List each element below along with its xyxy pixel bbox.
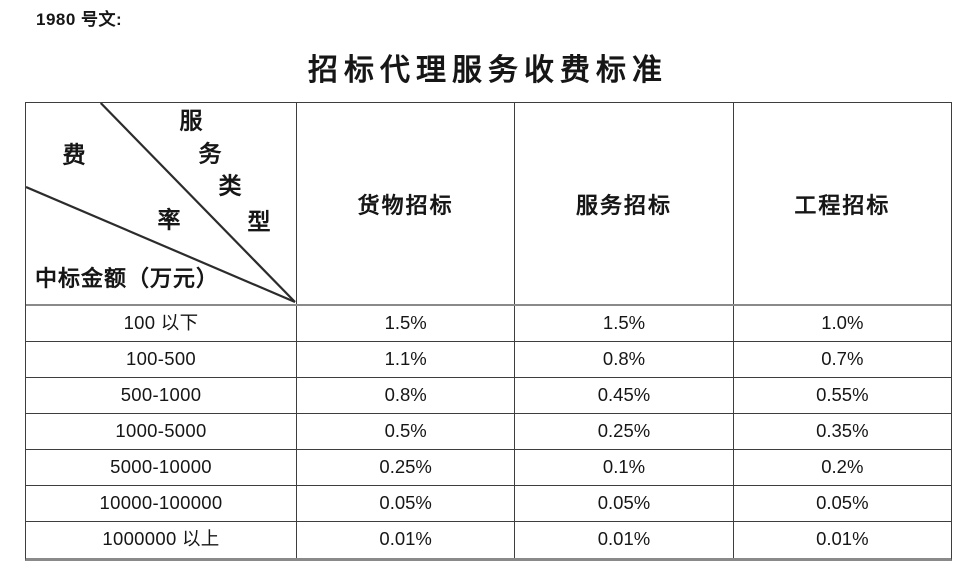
column-header-goods-bidding: 货物招标: [297, 103, 516, 304]
cell-value: 0.25%: [297, 450, 516, 485]
diagonal-lower-line: [26, 185, 296, 304]
corner-rate-char-2: 率: [157, 206, 181, 234]
row-label: 1000-5000: [26, 414, 297, 449]
cell-value: 1.0%: [821, 312, 864, 333]
table-row: 100 以下 1.5% 1.5% 1.0%: [26, 306, 951, 342]
cell-value: 0.8%: [515, 342, 734, 377]
table-row: 1000000 以上 0.01% 0.01% 0.01%: [26, 522, 951, 558]
corner-rate-char-1: 费: [62, 141, 86, 169]
corner-amount-axis-label: 中标金额（万元）: [35, 266, 220, 292]
table-row: 5000-10000 0.25% 0.1% 0.2%: [26, 450, 951, 486]
cell-value: 0.01%: [816, 528, 869, 549]
cell-value: 0.35%: [816, 420, 869, 441]
cell-value: 0.7%: [821, 348, 864, 369]
column-header-works-bidding: 工程招标: [794, 192, 891, 219]
cell-value: 0.5%: [297, 414, 516, 449]
table-row: 100-500 1.1% 0.8% 0.7%: [26, 342, 951, 378]
row-label: 500-1000: [26, 378, 297, 413]
table-header-row: 服 务 类 型 费 率 中标金额（万元） 货物招标 服务招标 工程招标: [26, 103, 951, 306]
diagonal-corner-cell: 服 务 类 型 费 率 中标金额（万元）: [26, 103, 297, 304]
page-title: 招标代理服务收费标准: [308, 53, 668, 88]
row-label: 1000000 以上: [26, 522, 297, 558]
table-row: 500-1000 0.8% 0.45% 0.55%: [26, 378, 951, 414]
table-row: 1000-5000 0.5% 0.25% 0.35%: [26, 414, 951, 450]
cell-value: 0.8%: [297, 378, 516, 413]
row-label: 100-500: [26, 342, 297, 377]
corner-service-type-char-2: 务: [198, 140, 222, 168]
cell-value: 0.2%: [821, 456, 864, 477]
cell-value: 0.05%: [297, 486, 516, 521]
row-label: 10000-100000: [26, 486, 297, 521]
diagonal-upper-line: [99, 103, 296, 303]
cell-value: 1.5%: [515, 306, 734, 341]
cell-value: 0.45%: [515, 378, 734, 413]
cell-value: 0.05%: [816, 492, 869, 513]
corner-service-type-char-4: 型: [247, 208, 271, 236]
cell-value: 1.5%: [297, 306, 516, 341]
table-row: 10000-100000 0.05% 0.05% 0.05%: [26, 486, 951, 522]
corner-service-type-char-1: 服: [179, 107, 203, 135]
row-label: 5000-10000: [26, 450, 297, 485]
cell-value: 0.1%: [515, 450, 734, 485]
cell-value: 0.25%: [515, 414, 734, 449]
cell-value: 0.05%: [515, 486, 734, 521]
column-header-services-bidding: 服务招标: [515, 103, 734, 304]
diagonal-lines-graphic: [26, 103, 296, 304]
row-label: 100 以下: [26, 306, 297, 341]
cell-value: 0.01%: [515, 522, 734, 558]
corner-service-type-char-3: 类: [218, 172, 242, 200]
cell-value: 0.55%: [816, 384, 869, 405]
fee-standard-table: 服 务 类 型 费 率 中标金额（万元） 货物招标 服务招标 工程招标 100 …: [25, 102, 952, 561]
doc-ref-label: 1980 号文:: [36, 10, 123, 29]
cell-value: 1.1%: [297, 342, 516, 377]
cell-value: 0.01%: [297, 522, 516, 558]
